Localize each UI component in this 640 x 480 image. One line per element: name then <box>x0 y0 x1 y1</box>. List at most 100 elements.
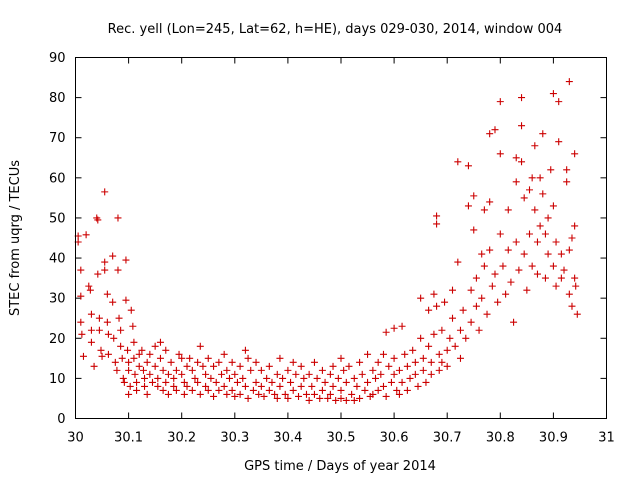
data-point <box>241 346 249 354</box>
x-tick-label: 30.8 <box>486 431 515 446</box>
data-point <box>77 292 85 300</box>
plot-frame <box>75 57 607 419</box>
data-point <box>97 346 105 354</box>
data-point <box>329 382 337 390</box>
data-point <box>287 378 295 386</box>
data-point <box>244 394 252 402</box>
data-point <box>133 386 141 394</box>
data-point <box>342 396 350 404</box>
data-point <box>422 378 430 386</box>
x-tick-label: 30 <box>67 431 84 446</box>
data-point <box>486 130 494 138</box>
data-point <box>90 362 98 370</box>
data-point <box>104 350 112 358</box>
data-point <box>435 366 443 374</box>
data-point <box>353 382 361 390</box>
data-point <box>435 350 443 358</box>
data-point <box>115 314 123 322</box>
data-point <box>356 358 364 366</box>
data-point <box>101 266 109 274</box>
data-point <box>98 352 106 360</box>
data-point <box>143 358 151 366</box>
data-point <box>433 220 441 228</box>
data-point <box>273 394 281 402</box>
data-point <box>276 354 284 362</box>
data-point <box>565 78 573 86</box>
data-point <box>557 274 565 282</box>
data-point <box>154 374 162 382</box>
data-point <box>552 238 560 246</box>
x-tick-label: 30.9 <box>539 431 568 446</box>
data-point <box>178 370 186 378</box>
data-point <box>385 362 393 370</box>
data-point <box>265 362 273 370</box>
data-point <box>398 322 406 330</box>
data-point <box>541 230 549 238</box>
data-point <box>411 358 419 366</box>
data-point <box>449 314 457 322</box>
data-point <box>326 390 334 398</box>
data-point <box>486 198 494 206</box>
data-point <box>236 390 244 398</box>
data-point <box>361 386 369 394</box>
data-point <box>430 290 438 298</box>
data-point <box>518 158 526 166</box>
data-point <box>131 370 139 378</box>
data-point <box>417 334 425 342</box>
data-point <box>239 374 247 382</box>
data-point <box>533 238 541 246</box>
y-tick-label: 70 <box>49 131 66 146</box>
data-point <box>138 346 146 354</box>
x-tick-label: 30.3 <box>220 431 249 446</box>
data-point <box>443 346 451 354</box>
data-point <box>263 374 271 382</box>
data-point <box>82 231 90 239</box>
data-point <box>475 326 483 334</box>
data-point <box>220 350 228 358</box>
data-point <box>414 382 422 390</box>
data-point <box>94 270 102 278</box>
data-point <box>520 250 528 258</box>
data-point <box>417 294 425 302</box>
data-point <box>329 362 337 370</box>
y-axis-label: STEC from uqrg / TECUs <box>8 160 23 316</box>
data-point <box>130 354 138 362</box>
data-point <box>159 366 167 374</box>
data-point <box>129 322 137 330</box>
data-point <box>560 266 568 274</box>
data-point <box>109 298 117 306</box>
data-point <box>110 334 118 342</box>
data-point <box>271 390 279 398</box>
y-tick-label: 60 <box>49 171 66 186</box>
data-point <box>220 382 228 390</box>
data-point <box>483 310 491 318</box>
data-point <box>374 386 382 394</box>
y-tick-label: 0 <box>57 412 65 427</box>
data-point <box>358 370 366 378</box>
data-point <box>379 350 387 358</box>
data-point <box>438 358 446 366</box>
data-point <box>565 290 573 298</box>
data-point <box>332 396 340 404</box>
data-point <box>533 270 541 278</box>
data-point <box>273 370 281 378</box>
data-point <box>438 326 446 334</box>
x-tick-label: 30.4 <box>273 431 302 446</box>
data-point <box>456 326 464 334</box>
data-point <box>496 150 504 158</box>
data-point <box>549 90 557 98</box>
data-point <box>571 222 579 230</box>
data-point <box>502 290 510 298</box>
data-point <box>255 390 263 398</box>
data-point <box>218 370 226 378</box>
data-point <box>172 366 180 374</box>
data-point <box>379 382 387 390</box>
data-point <box>117 342 125 350</box>
data-point <box>456 354 464 362</box>
data-point <box>568 302 576 310</box>
data-point <box>215 386 223 394</box>
data-point <box>228 386 236 394</box>
data-point <box>512 178 520 186</box>
data-point <box>443 362 451 370</box>
